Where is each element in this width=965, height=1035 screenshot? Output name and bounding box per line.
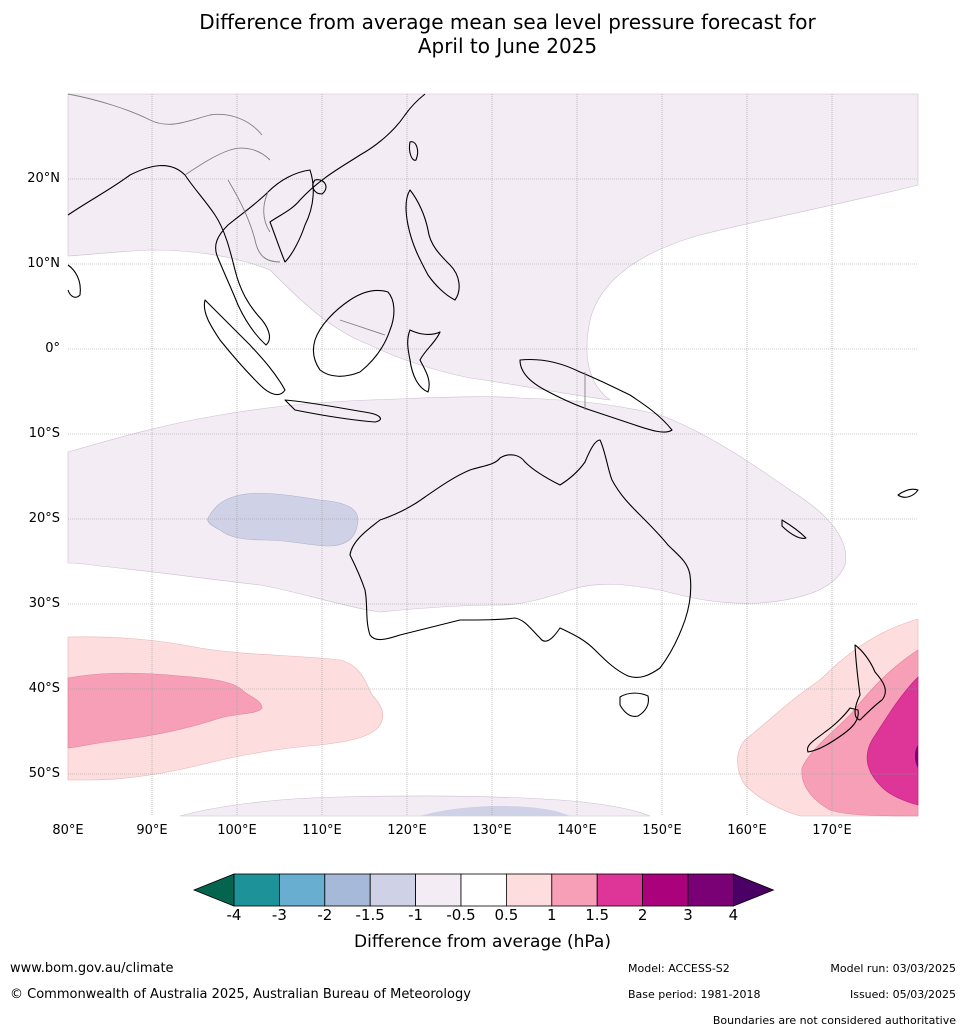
anomaly-indian-coral [67,396,847,613]
colorbar-bin [278,873,326,907]
colorbar-bin [505,873,553,907]
footer-copyright: © Commonwealth of Australia 2025, Austra… [10,987,471,1002]
coast-nz-north [854,644,886,721]
anomaly-minus1.5-20S [207,493,359,547]
colorbar-tick-label: -0.5 [446,906,476,924]
colorbar-bin [369,873,417,907]
coast-tasmania [619,692,649,717]
footer-disclaimer: Boundaries are not considered authoritat… [712,1014,956,1027]
colorbar-tick-label: 4 [728,906,739,924]
coast-hainan [312,179,327,195]
colorbar-bin [233,873,280,907]
colorbar-bin [460,873,507,907]
colorbar-bin [551,873,598,907]
colorbar-tick-label: -4 [226,906,242,924]
coast-sumatra [203,299,286,396]
colorbar-tick-label: -1.5 [355,906,385,924]
title-line-2: April to June 2025 [417,34,598,58]
lon-label: 170°E [812,823,852,838]
colorbar-tick-label: 2 [637,906,648,924]
lat-label: 30°S [28,596,60,611]
lon-label: 140°E [557,823,597,838]
lon-label: 80°E [52,823,84,838]
coast-nz-south [806,707,859,753]
coast-australia [349,439,692,678]
lat-label: 20°S [28,511,60,526]
colorbar-tick-label: 1.5 [585,906,610,924]
footer-model-run: Model run: 03/03/2025 [830,962,956,975]
colorbar-tick-label: 0.5 [494,906,519,924]
colorbar-title: Difference from average (hPa) [354,932,611,952]
gridlines [68,94,918,816]
political-boundaries [67,93,586,410]
lon-label: 160°E [727,823,767,838]
colorbar-bin [415,873,462,907]
colorbar-tick-label: -1 [408,906,424,924]
lat-label: 50°S [28,766,60,781]
colorbar-bin [596,873,644,907]
coast-sulawesi [407,329,441,393]
lon-label: 130°E [472,823,512,838]
colorbar-tick-label: 1 [547,906,557,924]
lat-label: 0° [45,341,60,356]
coast-taiwan [408,141,419,161]
anomaly-pos-nz-inner [866,676,919,806]
lat-label: 40°S [28,681,60,696]
footer-model: Model: ACCESS-S2 [628,962,730,975]
lon-label: 100°E [217,823,257,838]
coast-fiji [897,488,919,498]
colorbar-tick-label: -2 [317,906,333,924]
footer-issued: Issued: 05/03/2025 [849,988,956,1001]
colorbar-tick-label: 3 [683,906,693,924]
anomaly-southern-band-minus1.5 [420,806,570,816]
lat-label: 20°N [27,171,60,186]
lon-label: 110°E [302,823,342,838]
coast-borneo [312,289,395,377]
coast-india-tip [67,264,81,298]
colorbar-bin [324,873,371,907]
coast-philippines [405,189,460,301]
anomaly-nw-pacific [67,93,919,401]
lon-label: 90°E [136,823,168,838]
footer-base-period: Base period: 1981-2018 [628,988,761,1001]
title-line-1: Difference from average mean sea level p… [199,10,816,34]
colorbar-bin [642,873,689,907]
lon-label: 150°E [642,823,682,838]
colorbar-extend-high [733,873,775,907]
anomaly-pos-nz-core [915,745,918,768]
lon-label: 120°E [387,823,427,838]
anomaly-pos-sio-inner [67,672,263,749]
colorbar-extend-low [192,873,235,907]
coast-se-asia [67,93,426,346]
footer-website: www.bom.gov.au/climate [10,961,174,976]
lat-label: 10°S [28,426,60,441]
colorbar-tick-label: -3 [271,906,287,924]
lat-label: 10°N [27,256,60,271]
colorbar [192,873,775,907]
colorbar-bin [687,873,734,907]
coast-new-caledonia [781,519,807,539]
chart-title: Difference from average mean sea level p… [0,10,965,58]
coast-java [284,399,381,423]
